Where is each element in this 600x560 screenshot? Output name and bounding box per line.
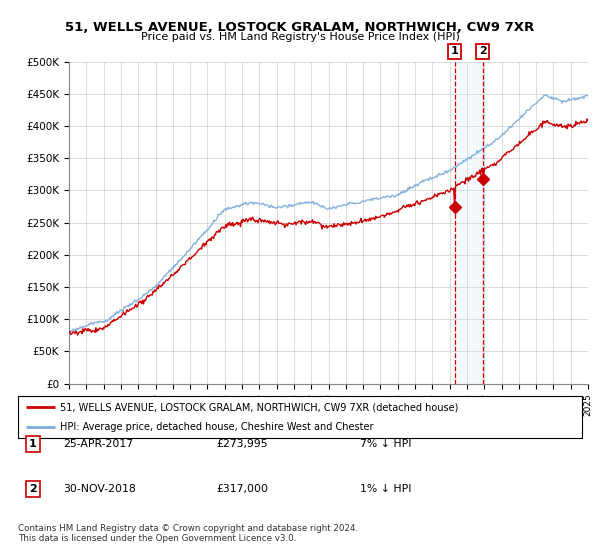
Text: Contains HM Land Registry data © Crown copyright and database right 2024.: Contains HM Land Registry data © Crown c…: [18, 524, 358, 533]
Text: 51, WELLS AVENUE, LOSTOCK GRALAM, NORTHWICH, CW9 7XR: 51, WELLS AVENUE, LOSTOCK GRALAM, NORTHW…: [65, 21, 535, 34]
Text: 1% ↓ HPI: 1% ↓ HPI: [360, 484, 412, 494]
Text: This data is licensed under the Open Government Licence v3.0.: This data is licensed under the Open Gov…: [18, 534, 296, 543]
Text: 51, WELLS AVENUE, LOSTOCK GRALAM, NORTHWICH, CW9 7XR (detached house): 51, WELLS AVENUE, LOSTOCK GRALAM, NORTHW…: [60, 402, 458, 412]
Text: HPI: Average price, detached house, Cheshire West and Chester: HPI: Average price, detached house, Ches…: [60, 422, 374, 432]
Text: 1: 1: [29, 439, 37, 449]
Text: 25-APR-2017: 25-APR-2017: [63, 439, 133, 449]
Text: Price paid vs. HM Land Registry's House Price Index (HPI): Price paid vs. HM Land Registry's House …: [140, 32, 460, 42]
Text: 30-NOV-2018: 30-NOV-2018: [63, 484, 136, 494]
Text: 7% ↓ HPI: 7% ↓ HPI: [360, 439, 412, 449]
FancyBboxPatch shape: [18, 396, 582, 438]
Text: 1: 1: [451, 46, 458, 57]
Text: 2: 2: [29, 484, 37, 494]
Bar: [455, 62, 483, 384]
Text: £317,000: £317,000: [216, 484, 268, 494]
Text: 2: 2: [479, 46, 487, 57]
Text: £273,995: £273,995: [216, 439, 268, 449]
